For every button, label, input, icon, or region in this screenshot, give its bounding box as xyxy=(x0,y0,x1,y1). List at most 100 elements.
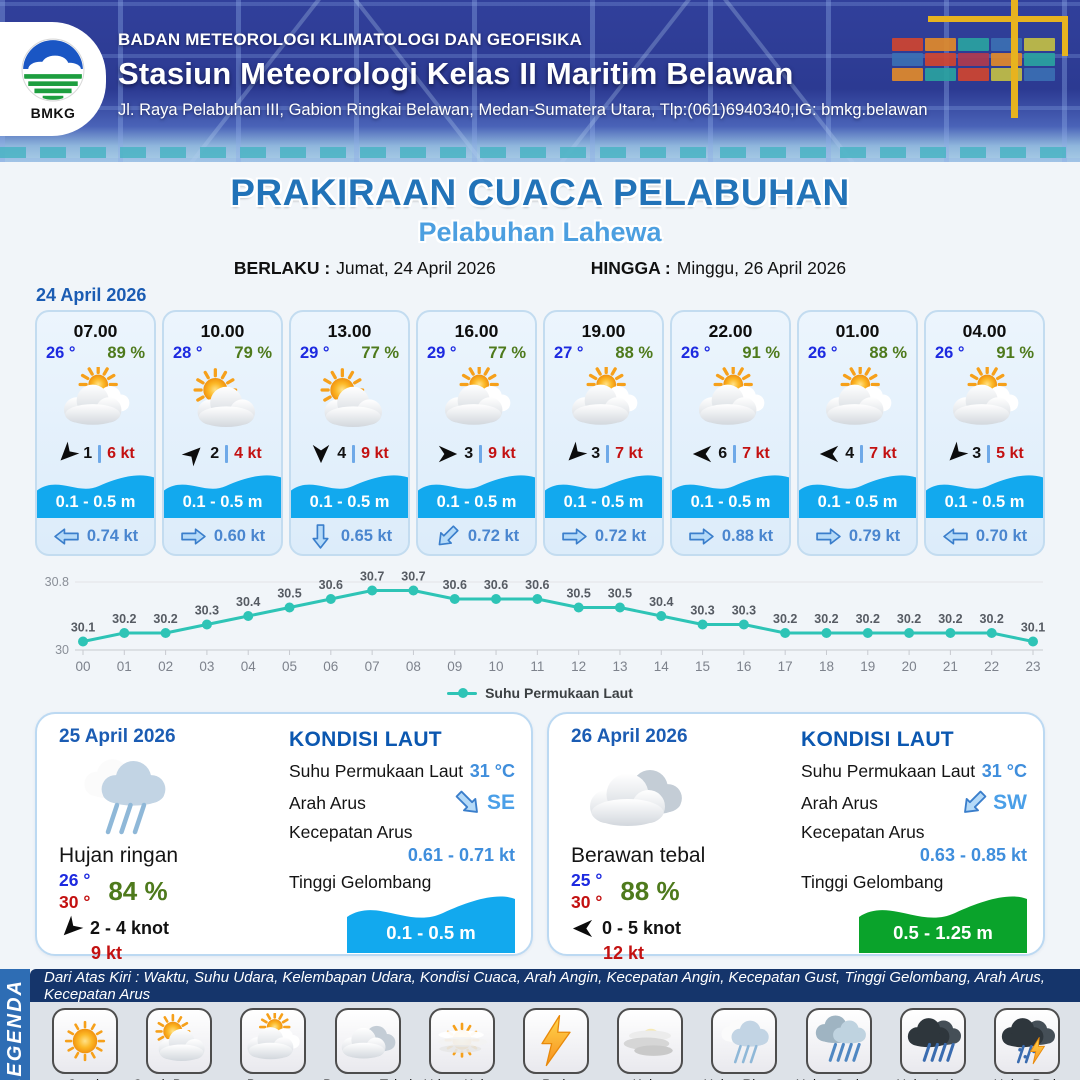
legend-item-label: Hujan Sedang xyxy=(796,1077,882,1080)
weather-icon xyxy=(799,363,916,441)
temp-max: 30 ° xyxy=(571,892,603,912)
legend-item: Berawan xyxy=(226,1008,320,1080)
temp-min: 26 ° xyxy=(59,870,91,890)
legend-item-label: Berawan Tebal xyxy=(323,1077,412,1080)
day-card-date: 25 April 2026 xyxy=(59,726,176,747)
svg-text:30.7: 30.7 xyxy=(401,570,425,584)
forecast-card: 22.00 26 ° 91 % 6 7 kt 0.1 - 0.5 m 0.88 k… xyxy=(670,310,791,556)
wave-height-label: Tinggi Gelombang xyxy=(801,872,944,892)
svg-text:05: 05 xyxy=(282,659,297,674)
forecast-card: 01.00 26 ° 88 % 4 7 kt 0.1 - 0.5 m 0.79 k… xyxy=(797,310,918,556)
weather-icon xyxy=(59,748,271,844)
humidity: 91 % xyxy=(742,344,780,362)
divider xyxy=(733,445,737,463)
svg-text:01: 01 xyxy=(117,659,132,674)
legend-item-label: Petir xyxy=(542,1077,570,1080)
svg-text:30.5: 30.5 xyxy=(608,587,632,601)
weather-icon xyxy=(240,1008,307,1074)
valid-from-value: Jumat, 24 April 2026 xyxy=(336,258,496,278)
svg-text:30.1: 30.1 xyxy=(1021,621,1045,635)
current-speed-value: 0.63 - 0.85 kt xyxy=(919,845,1027,865)
forecast-time: 01.00 xyxy=(835,321,880,341)
station-address: Jl. Raya Pelabuhan III, Gabion Ringkai B… xyxy=(118,101,928,119)
wave-height: 0.1 - 0.5 m xyxy=(944,493,1025,511)
wave-height-band: 0.1 - 0.5 m xyxy=(164,466,281,518)
current-direction-value: SW xyxy=(993,791,1027,814)
day-card-date: 26 April 2026 xyxy=(571,726,688,747)
wave-height-band: 0.1 - 0.5 m xyxy=(672,466,789,518)
svg-text:30.2: 30.2 xyxy=(112,612,136,626)
legend-section: LEGENDA Dari Atas Kiri : Waktu, Suhu Uda… xyxy=(0,969,1080,1080)
svg-text:21: 21 xyxy=(943,659,958,674)
weather-icon xyxy=(993,1008,1060,1074)
gust-speed: 7 kt xyxy=(869,445,897,462)
svg-text:30.6: 30.6 xyxy=(525,578,549,592)
air-temperature: 28 ° xyxy=(173,344,203,362)
svg-text:22: 22 xyxy=(984,659,999,674)
legend-item-label: Hujan Petir xyxy=(994,1077,1061,1080)
current-direction-icon xyxy=(431,520,464,553)
svg-text:00: 00 xyxy=(75,659,90,674)
forecast-card: 07.00 26 ° 89 % 1 6 kt 0.1 - 0.5 m 0.74 k… xyxy=(35,310,156,556)
svg-text:13: 13 xyxy=(612,659,627,674)
svg-text:20: 20 xyxy=(902,659,917,674)
svg-text:30.8: 30.8 xyxy=(45,575,69,589)
humidity: 88 % xyxy=(869,344,907,362)
svg-text:30.3: 30.3 xyxy=(195,604,219,618)
weather-icon xyxy=(805,1008,872,1074)
legend-item: Udara Kabur xyxy=(415,1008,509,1080)
divider xyxy=(98,445,102,463)
gust-speed: 4 kt xyxy=(234,445,262,462)
wave-height-band: 0.1 - 0.5 m xyxy=(291,466,408,518)
svg-text:07: 07 xyxy=(365,659,380,674)
bmkg-logo-icon xyxy=(21,38,85,102)
divider xyxy=(225,445,229,463)
svg-text:30.1: 30.1 xyxy=(71,621,95,635)
legend-item-label: Kabut xyxy=(633,1077,668,1080)
sea-conditions-heading: KONDISI LAUT xyxy=(289,728,442,751)
weather-icon xyxy=(926,363,1043,441)
svg-text:09: 09 xyxy=(447,659,462,674)
chart-legend: Suhu Permukaan Laut xyxy=(33,682,1047,704)
wind-range: 0 - 5 knot xyxy=(602,918,682,938)
svg-text:23: 23 xyxy=(1025,659,1040,674)
legend-item-label: Hujan Ringan xyxy=(704,1077,786,1080)
svg-text:17: 17 xyxy=(778,659,793,674)
humidity: 79 % xyxy=(234,344,272,362)
svg-text:30.2: 30.2 xyxy=(856,612,880,626)
current-direction-label: Arah Arus xyxy=(289,792,366,813)
gust-speed: 12 kt xyxy=(603,943,645,963)
day-card: 26 April 2026 Berawan tebal 25 ° 30 ° 88… xyxy=(547,712,1045,963)
temp-max: 30 ° xyxy=(59,892,91,912)
svg-text:06: 06 xyxy=(323,659,338,674)
legend-item-label: Berawan xyxy=(247,1077,300,1080)
forecast-time: 19.00 xyxy=(581,321,626,341)
valid-from: BERLAKU : Jumat, 24 April 2026 xyxy=(234,258,496,279)
current-speed: 0.88 kt xyxy=(721,526,774,545)
svg-text:30.2: 30.2 xyxy=(938,612,962,626)
gust-speed: 5 kt xyxy=(996,445,1024,462)
agency-name: BADAN METEOROLOGI KLIMATOLOGI DAN GEOFIS… xyxy=(118,30,583,49)
current-speed: 0.65 kt xyxy=(340,526,393,545)
legend-title: LEGENDA xyxy=(3,979,26,1080)
hourly-forecast-row: 07.00 26 ° 89 % 1 6 kt 0.1 - 0.5 m 0.74 k… xyxy=(35,310,1045,556)
weather-icon xyxy=(37,363,154,441)
weather-icon xyxy=(164,363,281,441)
weather-icon xyxy=(52,1008,119,1074)
current-speed: 0.60 kt xyxy=(213,526,266,545)
wave-height: 0.1 - 0.5 m xyxy=(690,493,771,511)
air-temperature: 29 ° xyxy=(300,344,330,362)
temp-min: 25 ° xyxy=(571,870,603,890)
forecast-card: 19.00 27 ° 88 % 3 7 kt 0.1 - 0.5 m 0.72 k… xyxy=(543,310,664,556)
legend-item-label: Hujan Lebat xyxy=(896,1077,969,1080)
bmkg-logo-label: BMKG xyxy=(30,105,76,121)
wave-height-value: 0.5 - 1.25 m xyxy=(893,922,993,943)
current-direction-icon xyxy=(449,784,487,822)
wind-direction-icon xyxy=(179,438,210,469)
weather-icon xyxy=(428,1008,495,1074)
legend-item: Cerah Berawan xyxy=(132,1008,226,1080)
humidity: 91 % xyxy=(996,344,1034,362)
legend-item: Petir xyxy=(509,1008,603,1080)
gust-speed: 9 kt xyxy=(91,943,123,963)
forecast-time: 13.00 xyxy=(327,321,372,341)
